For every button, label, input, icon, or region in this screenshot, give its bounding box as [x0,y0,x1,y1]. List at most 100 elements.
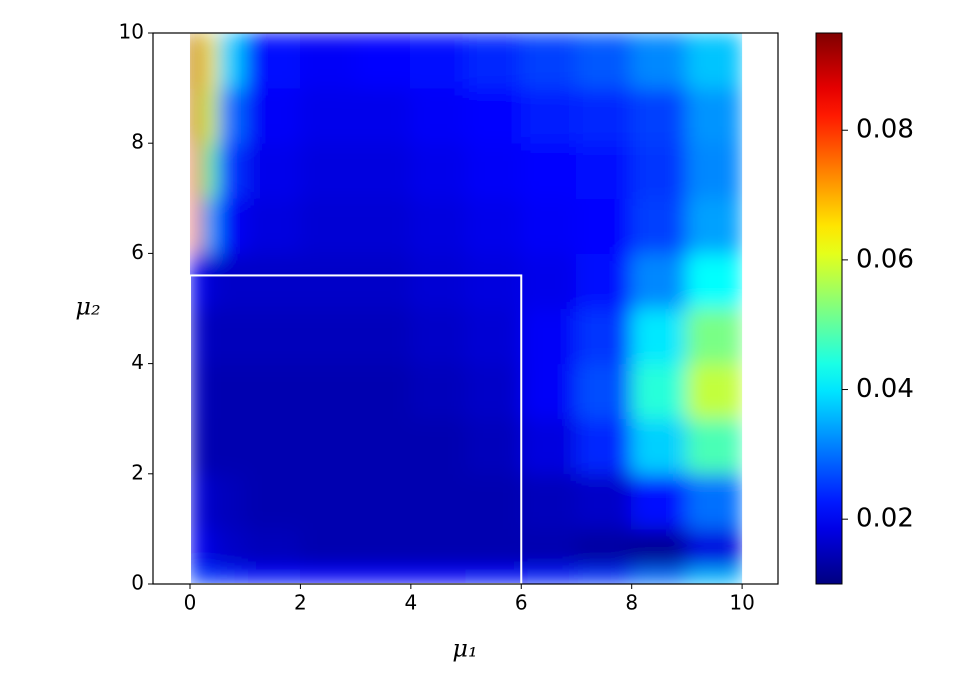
heatmap-cell [631,528,688,568]
heatmap-cell [244,308,301,365]
heatmap-cell [575,566,633,584]
y-axis-label: μ₂ [75,293,100,321]
heatmap-cell [575,528,633,568]
heatmap-cell [244,142,301,199]
heatmap-cell [465,197,522,254]
heatmap-cell [299,528,357,568]
heatmap-cell [200,308,219,365]
colorbar-tick-label: 0.08 [856,115,914,145]
heatmap-cell [686,566,743,584]
heatmap-cell [686,473,743,530]
heatmap-cell [686,308,743,365]
heatmap-cell [299,87,357,144]
heatmap-cell [465,308,522,365]
heatmap-cell [520,252,577,309]
colorbar-tick-label: 0.04 [856,374,914,404]
heatmap-cell [686,363,743,420]
heatmap-cell [189,418,202,475]
heatmap-cell [465,528,522,568]
heatmap-cell [465,418,522,475]
heatmap-cell [575,197,633,254]
heatmap-cell [686,418,743,475]
y-tick-label: 2 [131,460,144,484]
y-tick-label: 0 [131,571,144,595]
heatmap-cell [410,566,467,584]
heatmap-cell [575,33,633,89]
heatmap-cell [410,33,467,89]
heatmap-cell [520,418,577,475]
heatmap-cell [465,252,522,309]
heatmap-cell [575,308,633,365]
heatmap-cell [410,308,467,365]
heatmap-cell [200,566,219,584]
heatmap-cell [631,87,688,144]
heatmap-cell [189,142,202,199]
heatmap-cell [217,197,246,254]
heatmap-cell [520,363,577,420]
heatmap-cell [355,87,412,144]
heatmap-cell [631,566,688,584]
heatmap-cell [520,197,577,254]
x-tick-label: 0 [184,591,197,615]
y-tick-label: 8 [131,130,144,154]
heatmap-cell [686,33,743,89]
heatmap-cell [631,197,688,254]
heatmap-cell [200,142,219,199]
x-axis-label: μ₁ [452,635,477,663]
heatmap-cell [217,566,246,584]
heatmap-cell [465,87,522,144]
heatmap-cell [631,33,688,89]
heatmap-cell [355,308,412,365]
heatmap-cell [410,252,467,309]
heatmap-cell [686,252,743,309]
heatmap-cell [520,528,577,568]
heatmap-cell [244,528,301,568]
heatmap-cell [217,33,246,89]
heatmap-cell [686,197,743,254]
heatmap-cell [355,418,412,475]
heatmap-cell [631,363,688,420]
heatmap-cell [410,528,467,568]
heatmap-cell [200,87,219,144]
heatmap-cell [520,308,577,365]
heatmap-cell [244,252,301,309]
heatmap-cell [217,363,246,420]
heatmap-cell [465,473,522,530]
heatmap-cell [189,197,202,254]
heatmap-cell [575,142,633,199]
heatmap-area [189,33,743,584]
heatmap-cell [217,418,246,475]
heatmap-cell [244,363,301,420]
x-tick-label: 8 [625,591,638,615]
heatmap-cell [189,252,202,309]
x-tick-label: 4 [404,591,417,615]
heatmap-cell [189,87,202,144]
heatmap-cell [575,252,633,309]
heatmap-cell [244,33,301,89]
heatmap-cell [299,363,357,420]
heatmap-cell [575,87,633,144]
heatmap-cell [200,473,219,530]
heatmap-cell [189,33,202,89]
heatmap-cell [200,252,219,309]
heatmap-cell [200,363,219,420]
heatmap-cell [355,142,412,199]
heatmap-cell [465,363,522,420]
heatmap-cell [631,142,688,199]
heatmap-cell [355,197,412,254]
heatmap-cell [410,473,467,530]
heatmap [189,33,743,584]
heatmap-cell [355,473,412,530]
heatmap-cell [200,197,219,254]
heatmap-cell [200,33,219,89]
y-tick-label: 6 [131,240,144,264]
heatmap-cell [189,473,202,530]
heatmap-cell [575,363,633,420]
heatmap-cell [631,252,688,309]
heatmap-cell [465,566,522,584]
heatmap-cell [299,33,357,89]
heatmap-cell [520,87,577,144]
heatmap-cell [631,473,688,530]
heatmap-cell [686,528,743,568]
